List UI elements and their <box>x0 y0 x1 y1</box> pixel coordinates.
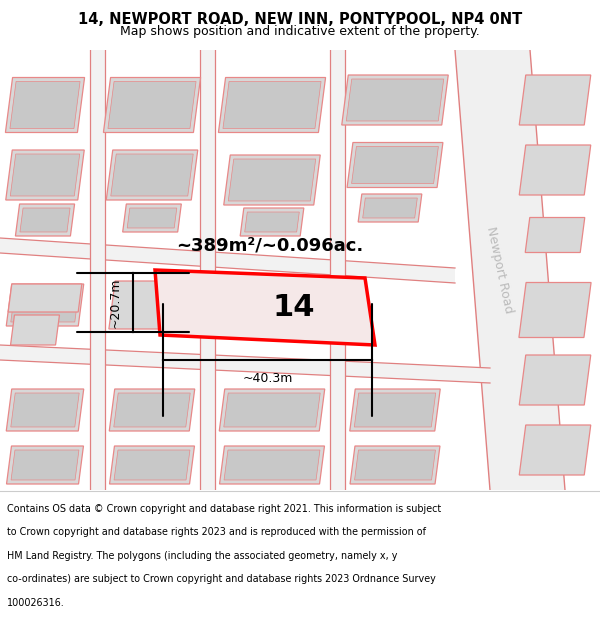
Polygon shape <box>358 194 422 222</box>
Polygon shape <box>240 208 304 236</box>
Polygon shape <box>217 281 323 329</box>
Polygon shape <box>350 446 440 484</box>
Polygon shape <box>6 150 84 200</box>
Text: Newport Road: Newport Road <box>484 226 515 314</box>
Polygon shape <box>200 50 215 490</box>
Polygon shape <box>111 154 193 196</box>
Polygon shape <box>16 204 74 236</box>
Polygon shape <box>10 154 80 196</box>
Polygon shape <box>347 142 443 188</box>
Text: 100026316.: 100026316. <box>7 598 65 608</box>
Text: to Crown copyright and database rights 2023 and is reproduced with the permissio: to Crown copyright and database rights 2… <box>7 527 426 537</box>
Text: co-ordinates) are subject to Crown copyright and database rights 2023 Ordnance S: co-ordinates) are subject to Crown copyr… <box>7 574 436 584</box>
Polygon shape <box>220 446 325 484</box>
Text: HM Land Registry. The polygons (including the associated geometry, namely x, y: HM Land Registry. The polygons (includin… <box>7 551 398 561</box>
Polygon shape <box>519 355 591 405</box>
Polygon shape <box>11 288 79 322</box>
Polygon shape <box>519 145 591 195</box>
Polygon shape <box>218 78 326 132</box>
Polygon shape <box>127 208 177 228</box>
Polygon shape <box>228 159 316 201</box>
Polygon shape <box>103 78 200 132</box>
Polygon shape <box>8 284 82 312</box>
Polygon shape <box>106 150 198 200</box>
Polygon shape <box>219 389 325 431</box>
Polygon shape <box>224 450 320 480</box>
Polygon shape <box>223 81 321 129</box>
Polygon shape <box>224 393 320 427</box>
Polygon shape <box>6 284 84 326</box>
Polygon shape <box>6 389 84 431</box>
Polygon shape <box>5 78 85 132</box>
Polygon shape <box>346 79 444 121</box>
Text: 14: 14 <box>272 292 315 321</box>
Text: 14, NEWPORT ROAD, NEW INN, PONTYPOOL, NP4 0NT: 14, NEWPORT ROAD, NEW INN, PONTYPOOL, NP… <box>78 12 522 28</box>
Text: Map shows position and indicative extent of the property.: Map shows position and indicative extent… <box>120 24 480 38</box>
Polygon shape <box>114 450 190 480</box>
Polygon shape <box>109 281 195 329</box>
Polygon shape <box>90 50 105 490</box>
Polygon shape <box>0 345 490 383</box>
Polygon shape <box>122 204 181 232</box>
Polygon shape <box>330 50 345 490</box>
Text: ~389m²/~0.096ac.: ~389m²/~0.096ac. <box>176 236 364 254</box>
Polygon shape <box>114 393 190 427</box>
Polygon shape <box>354 393 436 427</box>
Polygon shape <box>110 446 194 484</box>
Polygon shape <box>519 425 591 475</box>
Polygon shape <box>350 389 440 431</box>
Polygon shape <box>11 315 59 345</box>
Polygon shape <box>20 208 70 232</box>
Polygon shape <box>0 238 455 283</box>
Polygon shape <box>519 75 591 125</box>
Polygon shape <box>525 217 585 252</box>
Polygon shape <box>342 75 448 125</box>
Polygon shape <box>245 212 299 232</box>
Polygon shape <box>224 155 320 205</box>
Polygon shape <box>10 81 80 129</box>
Polygon shape <box>355 450 436 480</box>
Polygon shape <box>109 389 195 431</box>
Polygon shape <box>11 450 79 480</box>
Polygon shape <box>155 270 375 345</box>
Polygon shape <box>519 282 591 338</box>
Text: ~20.7m: ~20.7m <box>109 278 121 328</box>
Polygon shape <box>108 81 196 129</box>
Polygon shape <box>11 393 79 427</box>
Polygon shape <box>455 50 565 490</box>
Polygon shape <box>352 146 439 184</box>
Polygon shape <box>362 198 418 218</box>
Polygon shape <box>7 446 83 484</box>
Text: Contains OS data © Crown copyright and database right 2021. This information is : Contains OS data © Crown copyright and d… <box>7 504 442 514</box>
Text: ~40.3m: ~40.3m <box>242 371 293 384</box>
